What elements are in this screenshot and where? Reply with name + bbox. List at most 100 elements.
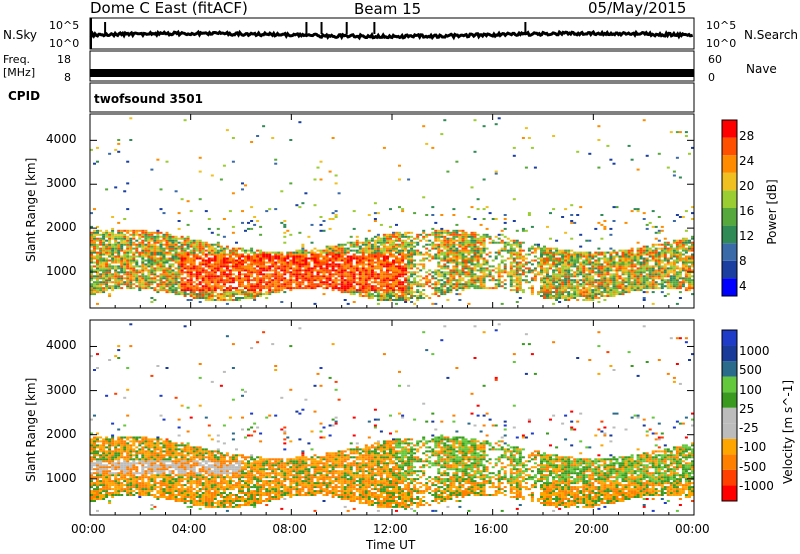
power-cell [259, 277, 263, 280]
power-cell [543, 287, 546, 290]
power-cell [162, 247, 166, 250]
power-cell [150, 168, 154, 171]
power-cell [183, 285, 187, 288]
power-cell [256, 293, 260, 296]
power-cell [150, 255, 154, 258]
power-cell [440, 291, 444, 294]
power-cell [189, 289, 193, 292]
power-cell [428, 269, 432, 272]
power-cell [316, 257, 320, 260]
power-cell [503, 214, 507, 216]
power-cell [425, 275, 429, 278]
power-cell [126, 275, 130, 278]
power-cell [576, 261, 580, 264]
power-cell [512, 273, 516, 276]
power-cell [195, 277, 199, 280]
power-cell [657, 259, 661, 262]
power-cell [546, 295, 549, 297]
power-cell [346, 259, 350, 262]
power-cell [386, 295, 389, 297]
power-cell [675, 214, 679, 216]
power-cell [651, 253, 655, 256]
power-cell [561, 255, 565, 258]
power-cell [186, 281, 190, 284]
power-cell [404, 269, 408, 272]
power-cell [189, 277, 193, 280]
power-cell [280, 267, 284, 270]
power-cell [364, 257, 368, 260]
power-cell [204, 291, 208, 294]
power-cell [376, 245, 380, 248]
power-cell [346, 263, 350, 266]
power-cell [518, 273, 522, 276]
power-cell [325, 255, 329, 258]
power-cell [307, 271, 311, 274]
power-cell [349, 277, 353, 280]
power-cell [386, 285, 389, 288]
power-cell [244, 277, 247, 280]
power-cell [222, 218, 226, 220]
power-cell [681, 257, 685, 260]
power-cell [552, 302, 556, 305]
power-cell [238, 297, 241, 299]
power-cell [561, 273, 565, 276]
power-cell [410, 301, 414, 303]
power-cell [648, 251, 652, 254]
power-cell [642, 251, 646, 254]
power-cell [636, 257, 640, 260]
power-cell [210, 279, 214, 282]
power-cell [497, 241, 501, 244]
power-cell [482, 281, 486, 284]
power-cell [216, 279, 220, 282]
power-cell [549, 212, 552, 215]
power-cell [379, 241, 383, 244]
power-cell [530, 271, 534, 274]
power-cell [358, 273, 362, 276]
power-cell [379, 237, 383, 240]
power-cell [174, 259, 178, 262]
power-cell [111, 229, 115, 232]
velocity-cell [90, 460, 93, 463]
power-cell [407, 178, 411, 181]
power-cell [265, 261, 269, 264]
power-cell [500, 271, 504, 274]
power-cell [386, 233, 389, 236]
power-cell [392, 247, 395, 250]
power-cell [446, 249, 450, 252]
power-cell [691, 243, 694, 246]
power-cell [114, 267, 118, 270]
power-cell [90, 231, 93, 234]
power-cell [114, 233, 118, 236]
power-cell [382, 293, 386, 296]
power-cell [654, 253, 658, 256]
power-cell [328, 273, 332, 276]
power-cell [201, 253, 205, 256]
power-cell [210, 291, 214, 294]
power-cell [262, 285, 266, 288]
power-cell [105, 188, 109, 191]
power-cell [482, 283, 486, 286]
power-cell [171, 265, 175, 268]
power-cell [512, 220, 516, 222]
power-cell [310, 285, 314, 288]
power-cell [204, 249, 208, 252]
power-cell [316, 265, 320, 268]
power-cell [467, 281, 471, 284]
power-cell [410, 265, 414, 268]
power-cell [189, 261, 193, 264]
power-cell [364, 267, 368, 270]
power-cell [352, 287, 356, 290]
power-cell [410, 241, 414, 244]
power-cell [651, 265, 655, 268]
power-cell [355, 243, 359, 246]
power-cell [546, 289, 549, 292]
power-cell [319, 178, 323, 181]
power-cell [186, 283, 190, 286]
power-cell [461, 247, 465, 250]
power-cell [241, 285, 244, 288]
power-cell [256, 295, 260, 297]
power-cell [364, 279, 368, 282]
power-cell [413, 295, 417, 297]
power-cell [253, 223, 257, 226]
power-cell [235, 263, 238, 266]
